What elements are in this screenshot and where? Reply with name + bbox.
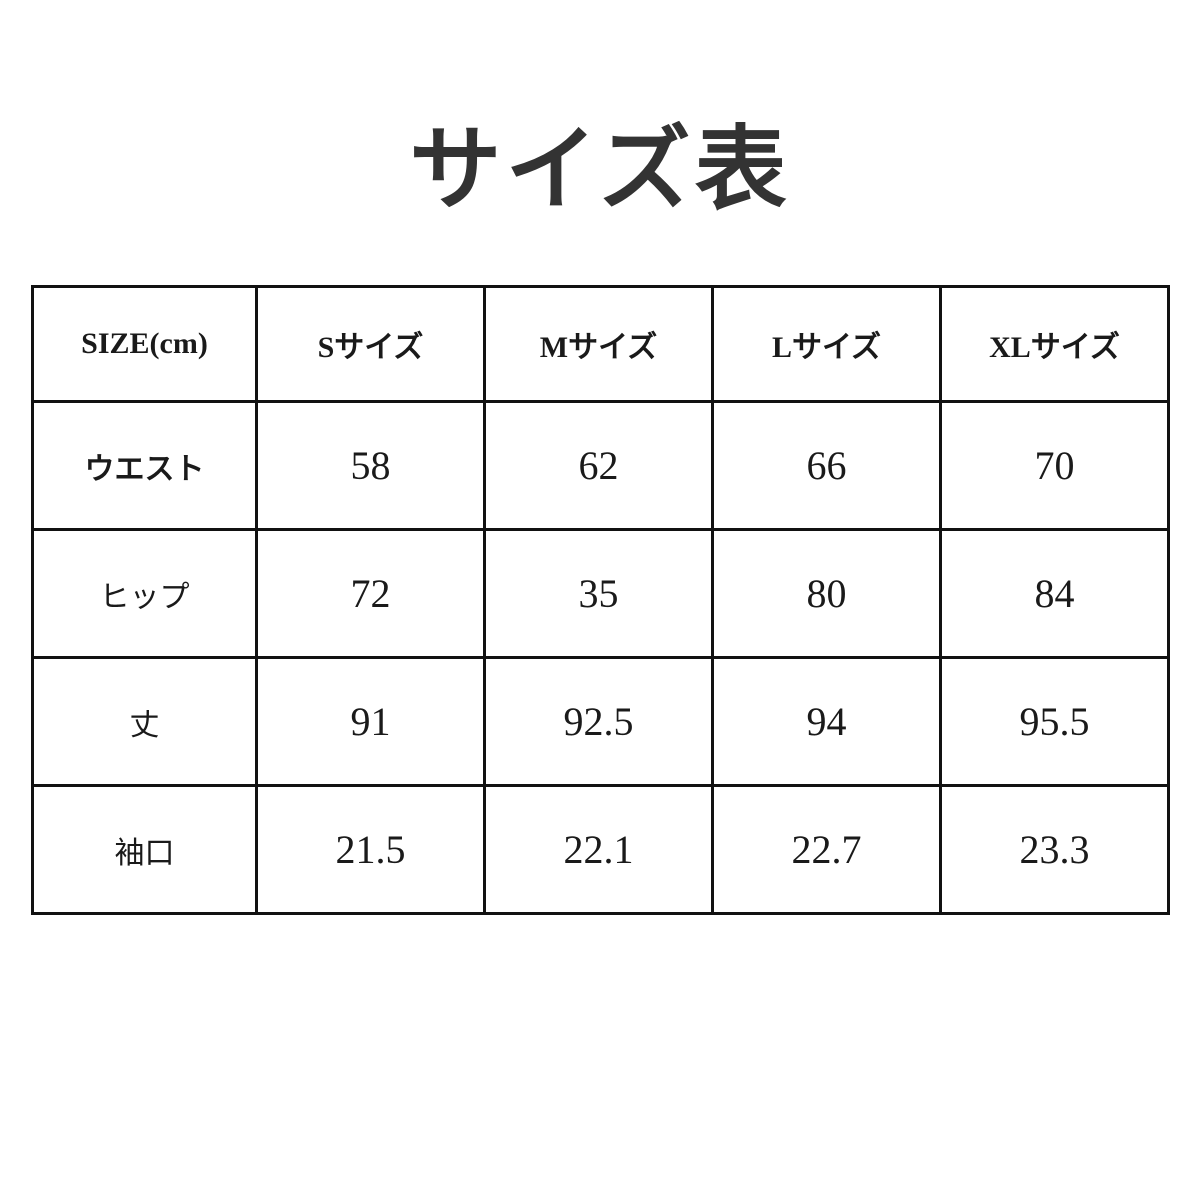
table-cell: 80 <box>711 528 942 659</box>
table-row: ウエスト 58 62 66 70 <box>31 400 1170 531</box>
table-cell: 95.5 <box>939 656 1170 787</box>
table-row: 袖口 21.5 22.1 22.7 23.3 <box>31 784 1170 915</box>
header-cell: Sサイズ <box>255 285 486 403</box>
header-cell: SIZE(cm) <box>31 285 258 403</box>
table-cell: 22.1 <box>483 784 714 915</box>
header-cell: XLサイズ <box>939 285 1170 403</box>
page-title: サイズ表 <box>409 115 791 223</box>
table-cell: 72 <box>255 528 486 659</box>
table-cell: 35 <box>483 528 714 659</box>
table-cell: 84 <box>939 528 1170 659</box>
table-cell: 70 <box>939 400 1170 531</box>
table-cell: 66 <box>711 400 942 531</box>
table-cell: 94 <box>711 656 942 787</box>
table-cell: 62 <box>483 400 714 531</box>
table-header-row: SIZE(cm) Sサイズ Mサイズ Lサイズ XLサイズ <box>31 285 1170 403</box>
size-table: SIZE(cm) Sサイズ Mサイズ Lサイズ XLサイズ ウエスト 58 62… <box>31 285 1170 915</box>
row-label: ウエスト <box>31 400 258 531</box>
row-label: 袖口 <box>31 784 258 915</box>
table-cell: 92.5 <box>483 656 714 787</box>
header-cell: Lサイズ <box>711 285 942 403</box>
row-label: ヒップ <box>31 528 258 659</box>
header-cell: Mサイズ <box>483 285 714 403</box>
table-cell: 23.3 <box>939 784 1170 915</box>
table-cell: 58 <box>255 400 486 531</box>
table-cell: 21.5 <box>255 784 486 915</box>
row-label: 丈 <box>31 656 258 787</box>
table-row: ヒップ 72 35 80 84 <box>31 528 1170 659</box>
table-cell: 22.7 <box>711 784 942 915</box>
table-cell: 91 <box>255 656 486 787</box>
table-row: 丈 91 92.5 94 95.5 <box>31 656 1170 787</box>
